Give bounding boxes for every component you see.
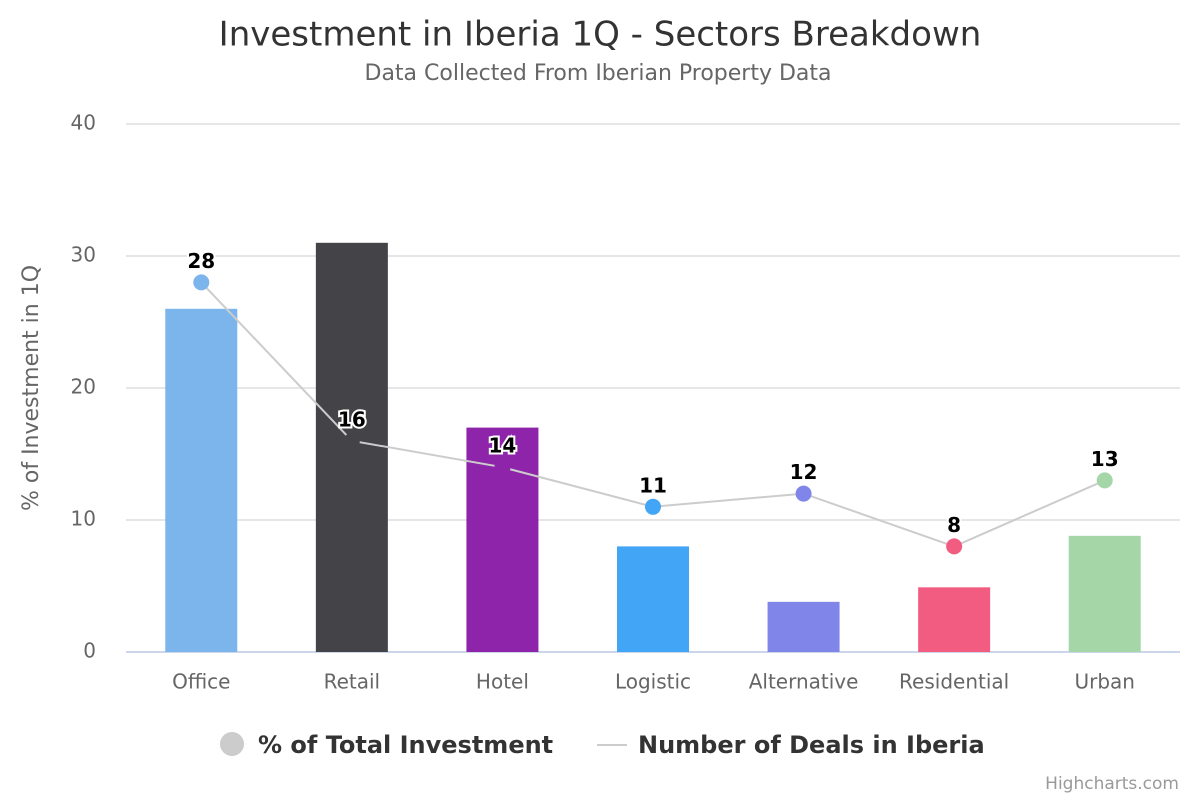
- data-label: 28: [187, 249, 215, 273]
- y-tick-label: 40: [71, 111, 96, 135]
- bar: [918, 587, 991, 652]
- y-tick-label: 0: [83, 639, 96, 663]
- y-axis-title: % of Investment in 1Q: [19, 265, 44, 511]
- x-tick-label: Office: [172, 670, 230, 694]
- x-tick-label: Urban: [1074, 670, 1135, 694]
- x-tick-label: Logistic: [615, 670, 691, 694]
- credits: Highcharts.com: [1045, 774, 1179, 794]
- bar: [767, 601, 840, 652]
- data-label: 16: [338, 407, 366, 431]
- line-marker: [946, 538, 963, 555]
- line-marker: [343, 432, 360, 449]
- x-tick-label: Residential: [899, 670, 1009, 694]
- legend-symbol: [220, 732, 244, 756]
- x-tick-label: Alternative: [749, 670, 859, 694]
- data-label: 13: [1091, 447, 1119, 471]
- y-tick-label: 10: [71, 507, 96, 531]
- chart-subtitle: Data Collected From Iberian Property Dat…: [365, 61, 832, 86]
- bar: [165, 308, 238, 652]
- y-tick-label: 30: [71, 243, 96, 267]
- x-tick-label: Hotel: [476, 670, 529, 694]
- bar: [617, 546, 689, 652]
- y-tick-label: 20: [71, 375, 96, 399]
- data-label: 14: [489, 434, 517, 458]
- chart-title: Investment in Iberia 1Q - Sectors Breakd…: [219, 15, 982, 55]
- line-marker: [193, 274, 210, 291]
- legend-label: % of Total Investment: [258, 731, 553, 759]
- data-label: 12: [790, 460, 818, 484]
- data-label: 8: [947, 513, 961, 537]
- line-marker: [645, 498, 661, 515]
- legend-label: Number of Deals in Iberia: [638, 731, 985, 759]
- data-label: 11: [639, 473, 667, 497]
- x-tick-label: Retail: [324, 670, 381, 694]
- line-marker: [494, 459, 511, 476]
- line-marker: [1096, 472, 1113, 489]
- bar: [1068, 535, 1141, 652]
- line-marker: [795, 485, 812, 502]
